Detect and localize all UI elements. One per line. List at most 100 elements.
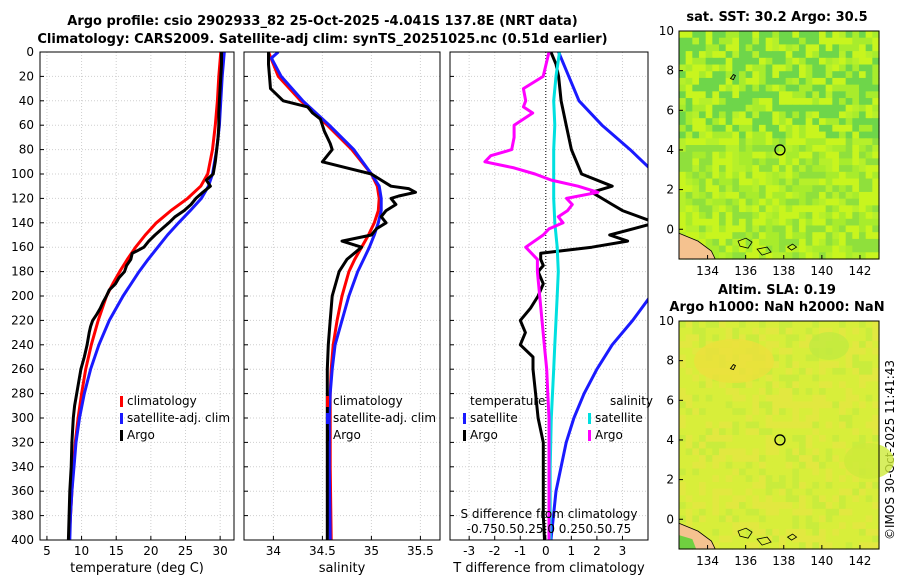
map-cell bbox=[865, 381, 873, 389]
map-cell bbox=[685, 191, 693, 200]
map-cell bbox=[779, 367, 787, 376]
map-cell bbox=[712, 461, 720, 470]
map-cell bbox=[765, 191, 773, 200]
map-cell bbox=[772, 37, 780, 46]
map-cell bbox=[692, 441, 700, 450]
map-cell bbox=[825, 131, 833, 139]
map-cell bbox=[812, 158, 820, 166]
map-cell bbox=[765, 374, 773, 382]
map-cell bbox=[859, 145, 867, 153]
map-cell bbox=[779, 334, 787, 342]
map-cell bbox=[705, 394, 713, 403]
map-cell bbox=[699, 341, 707, 349]
map-cell bbox=[745, 51, 753, 59]
map-cell bbox=[712, 535, 720, 543]
map-cell bbox=[865, 151, 873, 160]
map-cell bbox=[759, 435, 767, 443]
map-cell bbox=[732, 522, 740, 530]
map-cell bbox=[779, 515, 787, 523]
map-cell bbox=[832, 185, 840, 193]
map-cell bbox=[859, 198, 867, 206]
map-cell bbox=[832, 542, 840, 550]
map-cell bbox=[739, 98, 747, 106]
map-cell bbox=[845, 488, 853, 496]
map-cell bbox=[705, 44, 713, 52]
map-cell bbox=[812, 205, 820, 213]
map-cell bbox=[852, 528, 860, 537]
map-cell bbox=[865, 414, 873, 423]
map-cell bbox=[745, 84, 753, 92]
map-cell bbox=[745, 31, 753, 39]
map-cell bbox=[845, 535, 853, 543]
map-cell bbox=[712, 408, 720, 416]
legend-swatch bbox=[120, 430, 123, 441]
map-cell bbox=[759, 238, 767, 247]
map-cell bbox=[725, 131, 733, 139]
map-cell bbox=[679, 151, 687, 160]
map-cell bbox=[772, 354, 780, 362]
map-cell bbox=[812, 84, 820, 92]
map-cell bbox=[759, 394, 767, 403]
map-cell bbox=[752, 441, 760, 450]
map-cell bbox=[752, 475, 760, 483]
map-cell bbox=[859, 401, 867, 409]
map-cell bbox=[839, 178, 847, 186]
map-cell bbox=[832, 124, 840, 133]
map-cell bbox=[805, 51, 813, 59]
map-cell bbox=[845, 98, 853, 106]
map-cell bbox=[799, 341, 807, 349]
map-cell bbox=[679, 77, 687, 86]
map-cell bbox=[805, 361, 813, 369]
map-cell bbox=[685, 475, 693, 483]
map-cell bbox=[772, 502, 780, 510]
map-cell bbox=[812, 57, 820, 66]
map-cell bbox=[725, 488, 733, 496]
map-cell bbox=[865, 191, 873, 200]
annotation-ticks: -0.750.50.25 0 0.250.50.75 bbox=[467, 522, 632, 536]
sst-map-title: sat. SST: 30.2 Argo: 30.5 bbox=[686, 10, 868, 25]
map-cell bbox=[739, 394, 747, 403]
map-cell bbox=[685, 31, 693, 39]
map-cell bbox=[772, 522, 780, 530]
map-cell bbox=[799, 145, 807, 153]
map-cell bbox=[759, 124, 767, 133]
map-cell bbox=[865, 361, 873, 369]
map-cell bbox=[812, 495, 820, 503]
map-cell bbox=[712, 31, 720, 39]
map-cell bbox=[819, 367, 827, 376]
map-cell bbox=[812, 111, 820, 119]
argo-position-marker bbox=[774, 434, 786, 446]
map-cell bbox=[819, 321, 827, 329]
map-cell bbox=[805, 528, 813, 537]
map-cell bbox=[839, 354, 847, 362]
map-cell bbox=[812, 354, 820, 362]
map-cell bbox=[745, 502, 753, 510]
map-cell bbox=[839, 394, 847, 403]
map-cell bbox=[759, 131, 767, 139]
map-cell bbox=[819, 71, 827, 79]
map-cell bbox=[832, 388, 840, 396]
map-cell bbox=[752, 232, 760, 240]
map-cell bbox=[792, 104, 800, 113]
map-cell bbox=[825, 84, 833, 92]
map-cell bbox=[679, 361, 687, 369]
map-cell bbox=[699, 218, 707, 227]
map-cell bbox=[765, 198, 773, 206]
map-cell bbox=[852, 435, 860, 443]
map-cell bbox=[759, 232, 767, 240]
map-cell bbox=[845, 321, 853, 329]
map-cell bbox=[865, 354, 873, 362]
map-cell bbox=[779, 394, 787, 403]
map-cell bbox=[785, 111, 793, 119]
map-cell bbox=[839, 522, 847, 530]
map-cell bbox=[759, 414, 767, 423]
map-cell bbox=[805, 408, 813, 416]
map-cell bbox=[839, 84, 847, 92]
map-cell bbox=[845, 165, 853, 173]
map-cell bbox=[712, 455, 720, 463]
map-cell bbox=[852, 111, 860, 119]
map-cell bbox=[692, 428, 700, 436]
map-cell bbox=[719, 388, 727, 396]
map-cell bbox=[859, 64, 867, 72]
